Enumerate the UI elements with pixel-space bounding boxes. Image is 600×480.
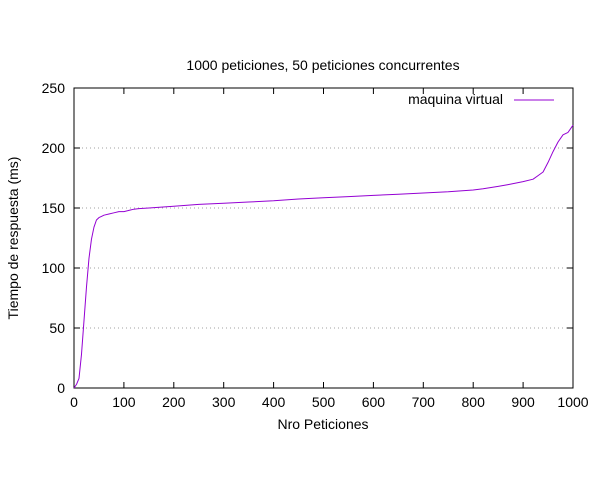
x-tick-label: 300	[212, 394, 236, 410]
y-tick-label: 150	[42, 200, 66, 216]
y-tick-label: 50	[49, 320, 65, 336]
x-tick-label: 800	[462, 394, 486, 410]
x-tick-label: 0	[70, 394, 78, 410]
plot-frame	[73, 87, 574, 389]
chart-title: 1000 peticiones, 50 peticiones concurren…	[186, 57, 459, 73]
y-axis-label: Tiempo de respuesta (ms)	[5, 157, 21, 320]
x-axis-label: Nro Peticiones	[277, 416, 368, 432]
x-tick-label: 1000	[557, 394, 588, 410]
y-tick-label: 250	[42, 80, 66, 96]
x-tick-label: 100	[112, 394, 136, 410]
x-tick-label: 600	[362, 394, 386, 410]
x-axis-ticks: 0 100 200 300 400 500 600 700 800 900 1000	[70, 88, 589, 410]
legend-label: maquina virtual	[408, 91, 503, 107]
legend: maquina virtual	[408, 91, 554, 107]
axes	[73, 87, 574, 389]
y-tick-label: 200	[42, 140, 66, 156]
x-tick-label: 200	[162, 394, 186, 410]
x-tick-label: 700	[412, 394, 436, 410]
x-tick-label: 500	[312, 394, 336, 410]
x-tick-label: 900	[511, 394, 535, 410]
series-line-0	[73, 124, 574, 389]
y-axis-ticks: 0 50 100 150 200 250	[42, 80, 573, 396]
x-tick-label: 400	[262, 394, 286, 410]
grid-lines	[74, 147, 573, 329]
series-layer	[73, 124, 574, 389]
y-tick-label: 0	[57, 380, 65, 396]
y-tick-label: 100	[42, 260, 66, 276]
